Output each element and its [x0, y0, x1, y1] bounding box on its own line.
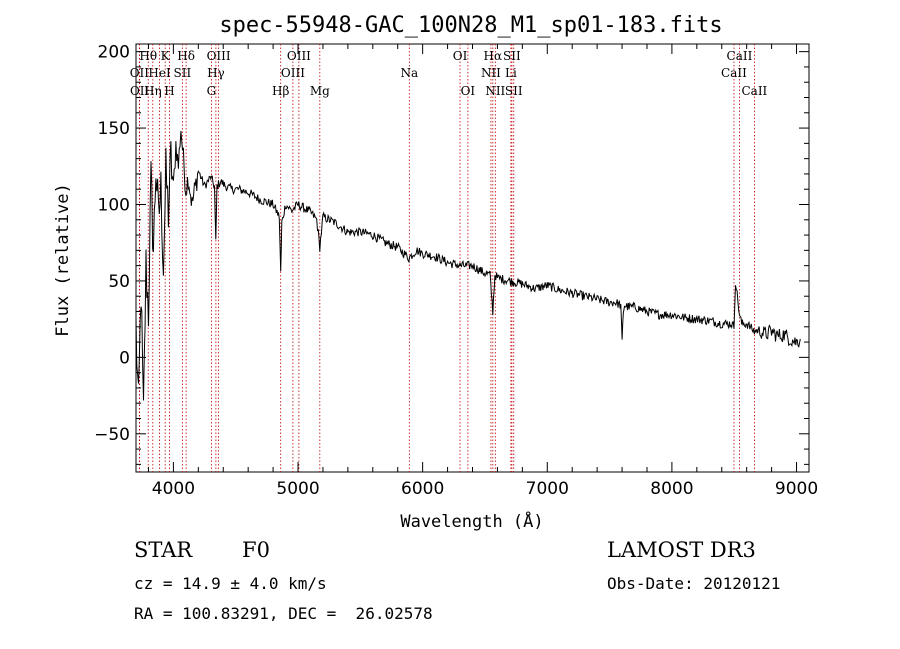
spectral-line-label: OII: [130, 66, 150, 80]
spectral-line-label: Hα: [484, 49, 503, 63]
spectral-line-label: Na: [400, 66, 418, 80]
spectral-line-label: OIII: [281, 66, 305, 80]
x-tick-label: 6000: [401, 479, 444, 499]
spectral-line-label: Mg: [310, 84, 330, 98]
spectral-line-label: NII: [481, 66, 501, 80]
x-axis-ticks: 4000 5000 6000 7000 8000 9000: [147, 44, 818, 499]
spectral-line-label: Hβ: [272, 84, 289, 98]
x-tick-label: 9000: [775, 479, 818, 499]
y-axis-ticks: −50 0 50 100 150 200: [94, 43, 809, 465]
coordinates: RA = 100.83291, DEC = 26.02578: [134, 604, 433, 623]
spectral-line-label: NII: [485, 84, 505, 98]
spectral-line-label: SII: [505, 84, 523, 98]
chart-title: spec-55948-GAC_100N28_M1_sp01-183.fits: [219, 13, 722, 38]
spectral-line-label: Hγ: [207, 66, 225, 80]
spectral-line-label: OIII: [207, 49, 231, 63]
spectral-line-label: SII: [174, 66, 192, 80]
y-tick-label: 200: [98, 43, 130, 63]
spectral-line-label: SII: [503, 49, 521, 63]
x-tick-label: 5000: [276, 479, 319, 499]
spectral-line-label: Hη: [144, 84, 162, 98]
spectral-line-label: OIII: [287, 49, 311, 63]
y-tick-label: 0: [119, 348, 130, 368]
spectral-line-label: Hθ: [139, 49, 157, 63]
spectral-line-label: Hδ: [177, 49, 195, 63]
x-tick-label: 8000: [650, 479, 693, 499]
y-tick-label: −50: [94, 425, 130, 445]
spectral-line-markers: [138, 44, 755, 472]
spectral-line-label: CaII: [727, 49, 753, 63]
redshift-value: cz = 14.9 ± 4.0 km/s: [134, 574, 327, 593]
x-tick-label: 4000: [152, 479, 195, 499]
spectral-line-label: K: [161, 49, 171, 63]
spectral-line-label: Li: [505, 66, 517, 80]
spectral-line-label: OI: [453, 49, 468, 63]
y-tick-label: 150: [98, 119, 130, 139]
y-tick-label: 100: [98, 196, 130, 216]
observation-date: Obs-Date: 20120121: [607, 574, 781, 593]
spectral-line-label: OI: [461, 84, 476, 98]
spectral-line-label: HeI: [148, 66, 171, 80]
x-tick-label: 7000: [526, 479, 569, 499]
spectral-line-label: OII: [130, 84, 150, 98]
spectral-line-label: G: [207, 84, 217, 98]
flux-series-line: [135, 130, 801, 401]
spectral-line-label: CaII: [741, 84, 767, 98]
object-class: STAR: [134, 538, 193, 562]
plot-frame: [135, 43, 810, 473]
x-axis-label: Wavelength (Å): [400, 510, 543, 532]
spectral-line-label: H: [164, 84, 174, 98]
spectral-line-labels: OIIOIIHθHηHeIKHSIIHδGHγOIIIHβOIIIOIIIMgN…: [130, 49, 768, 98]
spectral-line-label: CaII: [721, 66, 747, 80]
y-axis-label: Flux (relative): [53, 183, 73, 337]
object-subclass: F0: [242, 538, 270, 562]
survey-name: LAMOST DR3: [607, 538, 756, 562]
y-tick-label: 50: [108, 272, 130, 292]
